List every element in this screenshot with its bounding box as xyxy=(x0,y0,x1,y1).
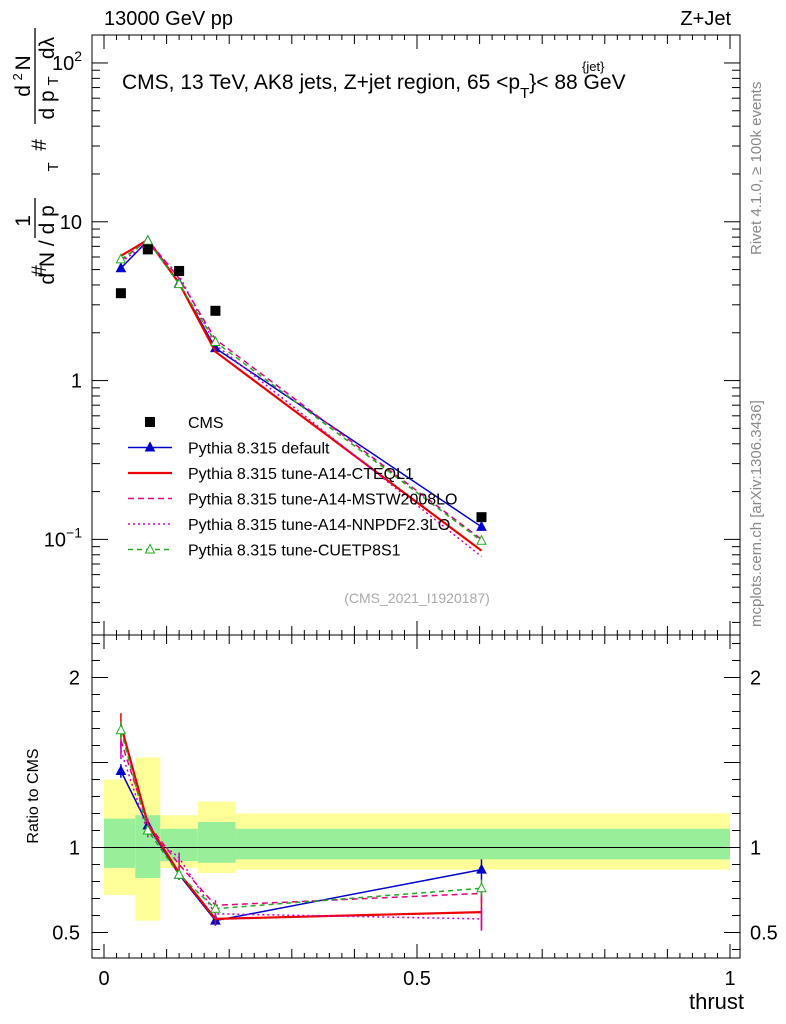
ratio-tick-label-right: 0.5 xyxy=(750,923,778,945)
ratio-line-2 xyxy=(120,740,482,907)
series-line-4 xyxy=(120,239,482,542)
mcplots-label: mcplots.cern.ch [arXiv:1306.3436] xyxy=(748,400,765,627)
x-tick-label: 1 xyxy=(724,968,735,990)
svg-text:# 1 d N / d p: # 1 d N / d p T # d 2 N d p T dλ xyxy=(4,36,63,284)
legend-marker-4 xyxy=(144,543,156,554)
series-marker-4 xyxy=(173,278,185,289)
ratio-tick-label-right: 2 xyxy=(750,668,761,690)
process-label: Z+Jet xyxy=(680,8,731,30)
legend-label-0: Pythia 8.315 default xyxy=(188,441,330,458)
legend: CMS Pythia 8.315 default Pythia 8.315 tune… xyxy=(128,415,457,560)
ratio-series-lines xyxy=(115,713,487,931)
legend-label-1: Pythia 8.315 tune-A14-CTEQL1 xyxy=(188,466,414,483)
series-line-0 xyxy=(120,239,482,528)
mc-series-lines xyxy=(115,234,487,558)
ratio-tick-label-left: 1 xyxy=(69,838,80,860)
axis-ticks xyxy=(92,35,740,958)
series-marker-4 xyxy=(210,335,221,346)
legend-label-4: Pythia 8.315 tune-CUETP8S1 xyxy=(188,543,401,560)
ratio-axis-label: Ratio to CMS xyxy=(25,748,42,843)
ratio-tick-label-left: 0.5 xyxy=(52,923,80,945)
y-tick-label: 10−1 xyxy=(44,524,82,551)
y-axis-label: # 1 d N / d p T # d 2 N d p T dλ xyxy=(4,28,63,285)
legend-marker-cms xyxy=(145,417,155,427)
cms-point-1 xyxy=(142,244,153,255)
band-inner-3 xyxy=(197,822,236,863)
cms-data-points xyxy=(115,244,487,523)
rivet-version-label: Rivet 4.1.0, ≥ 100k events xyxy=(748,82,765,255)
cms-point-4 xyxy=(476,512,487,523)
cms-point-3 xyxy=(210,305,221,316)
ratio-tick-label-right: 1 xyxy=(750,838,761,860)
series-marker-0 xyxy=(476,520,487,531)
analysis-watermark: (CMS_2021_I1920187) xyxy=(344,590,490,606)
series-marker-4 xyxy=(142,234,154,245)
ratio-marker-0 xyxy=(476,863,487,874)
data-uncertainty-bands xyxy=(104,757,730,921)
ratio-marker-4 xyxy=(115,724,127,735)
band-inner-0 xyxy=(104,818,136,868)
y-tick-label: 10 xyxy=(60,212,82,234)
ratio-marker-4 xyxy=(210,902,221,913)
cms-point-2 xyxy=(174,265,185,276)
series-marker-4 xyxy=(476,534,487,545)
plot-title: CMS, 13 TeV, AK8 jets, Z+jet region, 65 … xyxy=(122,71,626,102)
ratio-marker-4 xyxy=(476,882,487,893)
ratio-plot-frame xyxy=(91,634,741,959)
legend-marker-0 xyxy=(144,441,156,452)
series-line-3 xyxy=(120,242,482,558)
legend-label-3: Pythia 8.315 tune-A14-NNPDF2.3LO xyxy=(188,517,450,534)
ratio-marker-0 xyxy=(115,764,127,775)
ratio-marker-4 xyxy=(173,868,185,879)
plot-title-superscript: {jet} xyxy=(582,59,605,74)
x-tick-label: 0.5 xyxy=(403,968,431,990)
band-inner-4 xyxy=(235,828,730,860)
x-axis-label: thrust xyxy=(689,989,744,1014)
cms-point-0 xyxy=(115,288,126,299)
series-marker-4 xyxy=(115,253,127,264)
y-tick-label: 1 xyxy=(71,371,82,393)
ratio-tick-label-left: 2 xyxy=(69,668,80,690)
series-marker-0 xyxy=(115,262,127,273)
x-tick-label: 0 xyxy=(98,968,109,990)
energy-label: 13000 GeV pp xyxy=(104,8,233,30)
legend-label-cms: CMS xyxy=(188,415,224,432)
legend-label-2: Pythia 8.315 tune-A14-MSTW2008LO xyxy=(188,492,457,509)
ratio-marker-4 xyxy=(142,824,154,835)
tick-labels: 0 0.5 1 102 10 1 10−1 2 2 1 1 0.5 0.5 xyxy=(44,48,778,990)
y-tick-label: 102 xyxy=(52,48,82,75)
